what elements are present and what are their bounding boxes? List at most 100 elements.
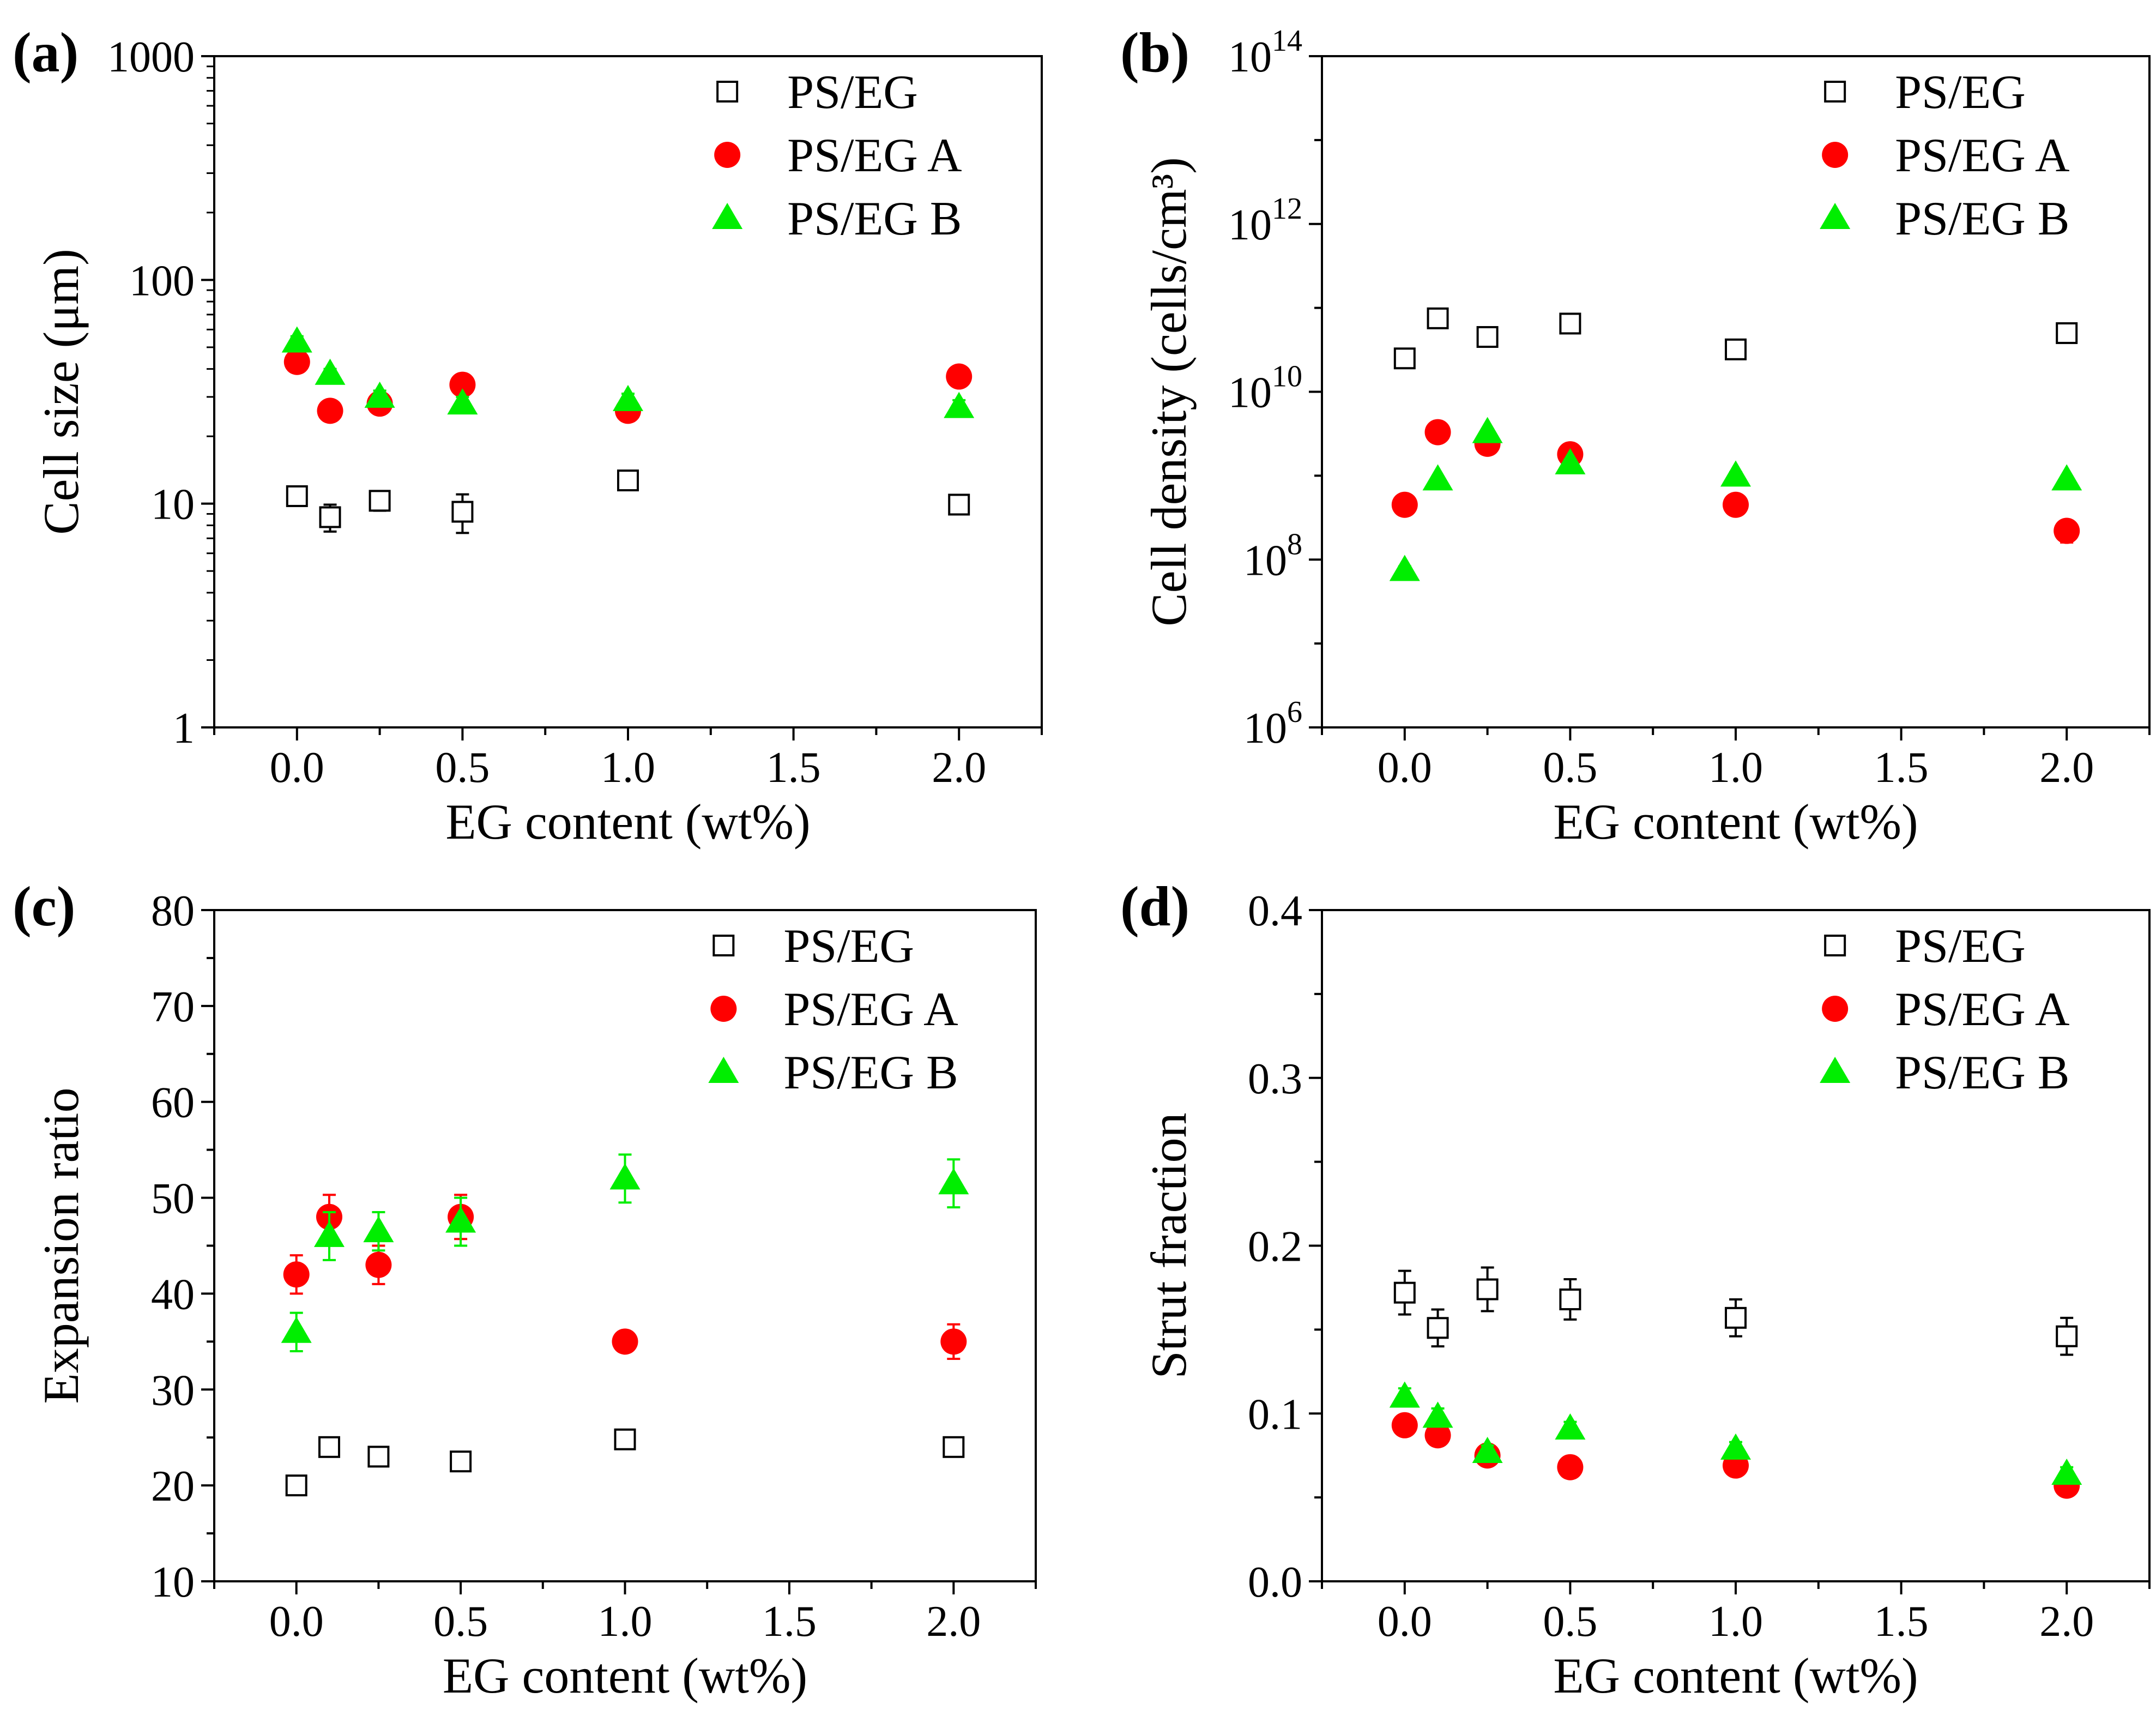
y-tick-label-base: 50: [151, 1175, 195, 1223]
x-tick-label: 1.5: [1874, 744, 1929, 792]
y-tick-label-base: 40: [151, 1271, 195, 1318]
x-tick-label: 2.0: [2039, 1598, 2094, 1646]
y-tick-label: 50: [151, 1175, 195, 1223]
y-tick-label: 20: [151, 1462, 195, 1510]
y-tick-label-base: 1000: [107, 33, 195, 81]
legend-marker: [1824, 81, 1846, 103]
series-ps-eg-b: [1389, 1381, 2082, 1485]
data-point: [447, 388, 478, 415]
x-tick-label: 0.0: [1378, 1598, 1432, 1646]
data-point: [315, 358, 346, 385]
legend-label: PS/EG: [1895, 920, 2026, 973]
series-ps-eg: [1393, 1266, 2078, 1356]
x-tick-label: 0.0: [269, 1598, 324, 1646]
panel-a: 0.0 0.5 1.0 1.5 2.0 1 10 100 1000 EG content (wt%…: [13, 21, 1043, 850]
legend-label: PS/EG: [783, 920, 914, 973]
y-tick-label-exponent: 10: [1272, 360, 1302, 394]
data-point: [1725, 338, 1747, 360]
panel-c: 0.0 0.5 1.0 1.5 2.0 10 20 30 40 50 60 70 80 EG conten…: [13, 875, 1037, 1703]
data-point: [450, 1450, 472, 1473]
y-tick-label-exponent: 14: [1272, 24, 1302, 58]
x-tick-label: 2.0: [932, 744, 986, 792]
legend-marker: [1824, 935, 1846, 956]
y-tick-label-base: 20: [151, 1462, 195, 1510]
data-point: [1720, 1433, 1751, 1460]
y-tick-label: 1: [173, 705, 195, 752]
series-ps-eg: [285, 1428, 965, 1497]
data-point: [1720, 460, 1751, 487]
y-tick-label-base: 60: [151, 1079, 195, 1127]
y-tick-label: 106: [1243, 695, 1302, 752]
legend-label: PS/EG A: [783, 983, 958, 1036]
y-tick-label-base: 0.4: [1248, 887, 1302, 935]
x-axis-title: EG content (wt%): [443, 1648, 807, 1703]
data-point: [318, 1436, 340, 1458]
data-point: [944, 392, 975, 418]
x-tick-label: 1.5: [762, 1598, 817, 1646]
y-tick-label-base: 0.0: [1248, 1558, 1302, 1606]
data-point: [363, 1216, 394, 1243]
panel-label: (c): [13, 875, 75, 938]
x-tick-label: 0.5: [1543, 744, 1597, 792]
y-tick-label-base: 10: [151, 481, 195, 529]
panel-d: 0.0 0.5 1.0 1.5 2.0 0.0 0.1 0.2 0.3 0.4 EG content…: [1120, 875, 2151, 1703]
y-tick-label: 1014: [1228, 24, 1302, 81]
data-point: [313, 1220, 345, 1247]
series-ps-eg-b: [1389, 417, 2082, 581]
data-point: [445, 1206, 476, 1233]
x-tick-label: 1.0: [1708, 744, 1763, 792]
y-tick-label-exponent: 8: [1287, 527, 1302, 561]
y-tick-label: 0.4: [1248, 887, 1302, 935]
data-point: [1393, 1281, 1416, 1304]
y-tick-label-base: 10: [1228, 369, 1272, 417]
data-point: [1427, 1317, 1449, 1339]
data-point: [1559, 312, 1581, 335]
data-point: [948, 493, 970, 516]
panel-label: (a): [13, 21, 78, 84]
y-tick-label: 40: [151, 1271, 195, 1318]
x-axis-title: EG content (wt%): [445, 794, 810, 850]
data-point: [1389, 555, 1420, 581]
data-point: [2056, 322, 2078, 344]
x-tick-label: 2.0: [926, 1598, 981, 1646]
x-tick-label: 1.5: [1874, 1598, 1929, 1646]
data-point: [317, 398, 343, 424]
y-tick-label-base: 10: [1243, 705, 1287, 752]
y-tick-label-base: 0.1: [1248, 1390, 1302, 1438]
data-point: [449, 371, 476, 398]
data-point: [1723, 491, 1749, 518]
y-axis-title: Strut fraction: [1141, 1113, 1197, 1379]
data-point: [285, 1474, 307, 1497]
data-point: [614, 1428, 636, 1450]
y-tick-label-base: 70: [151, 983, 195, 1031]
data-point: [1555, 448, 1586, 474]
panel-label: (b): [1120, 21, 1189, 84]
data-point: [2054, 517, 2080, 544]
y-tick-label: 1000: [107, 33, 195, 81]
legend-label: PS/EG B: [1895, 192, 2069, 245]
data-point: [1557, 1454, 1584, 1480]
y-tick-label: 10: [151, 481, 195, 529]
x-tick-label: 0.5: [433, 1598, 488, 1646]
data-point: [946, 363, 973, 390]
data-point: [940, 1328, 967, 1355]
data-point: [612, 1328, 638, 1355]
data-point: [613, 384, 643, 411]
data-point: [1424, 1422, 1451, 1449]
y-tick-label-base: 0.2: [1248, 1223, 1302, 1271]
y-tick-label: 70: [151, 983, 195, 1031]
legend-marker: [708, 1057, 739, 1083]
legend: PS/EG PS/EG A PS/EG B: [1820, 66, 2070, 245]
y-tick-label-base: 1: [173, 705, 195, 752]
data-point: [2051, 464, 2082, 491]
y-tick-label-base: 100: [129, 257, 195, 305]
y-tick-label: 108: [1243, 527, 1302, 585]
y-tick-label-base: 10: [1243, 537, 1287, 585]
y-tick-label-exponent: 6: [1287, 695, 1302, 729]
legend-label: PS/EG B: [1895, 1046, 2069, 1099]
data-point: [365, 1251, 392, 1278]
y-tick-label: 0.3: [1248, 1055, 1302, 1103]
data-point: [1389, 1381, 1420, 1408]
y-tick-label: 1010: [1228, 360, 1302, 417]
data-point: [281, 1316, 312, 1343]
